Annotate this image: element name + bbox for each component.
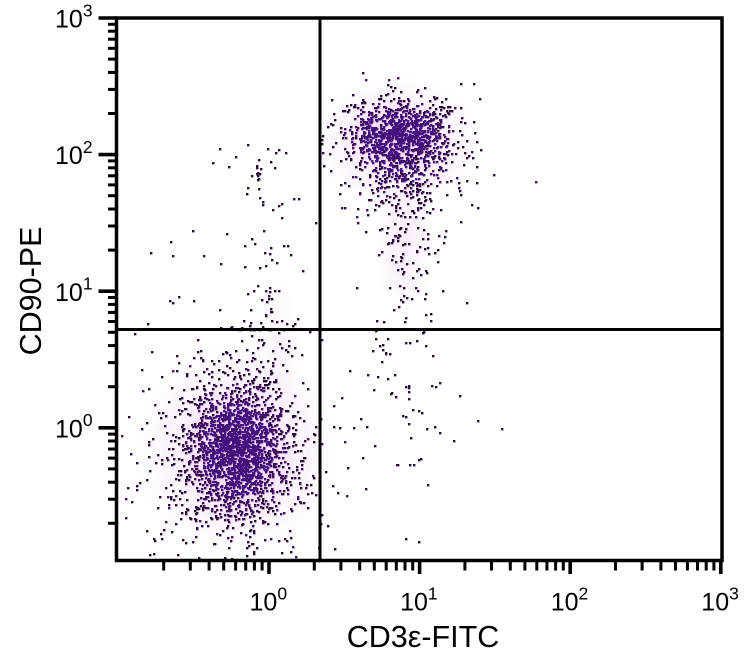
svg-text:102: 102 (55, 137, 93, 170)
svg-text:CD90-PE: CD90-PE (14, 227, 48, 356)
svg-text:CD3ε-FITC: CD3ε-FITC (347, 620, 500, 654)
svg-text:101: 101 (55, 274, 93, 307)
